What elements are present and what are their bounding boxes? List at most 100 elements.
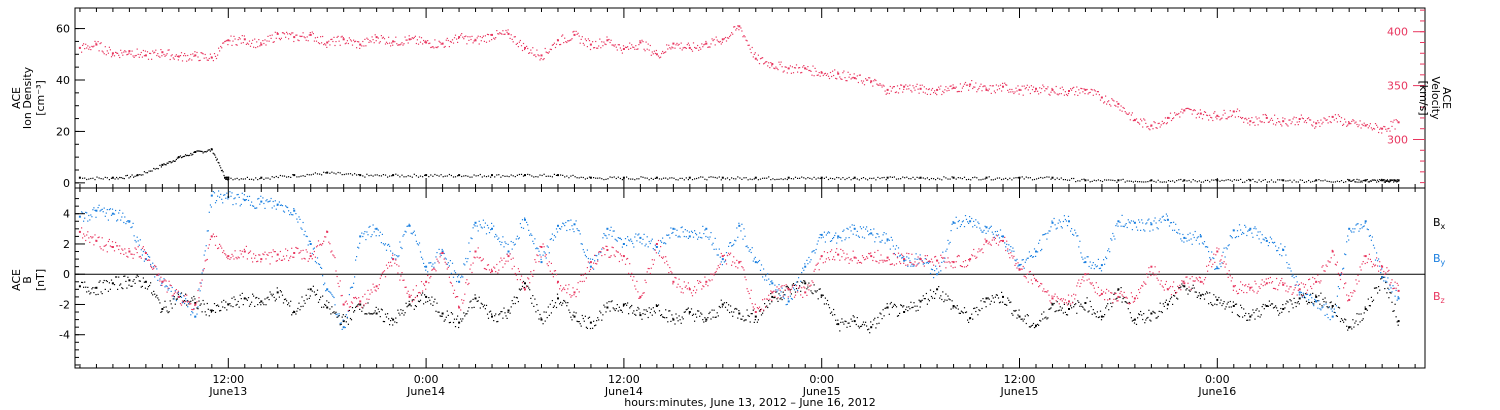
by-trace-dot — [124, 216, 126, 218]
bx-trace-dot — [510, 306, 512, 308]
bx-trace-dot — [853, 316, 855, 318]
bx-trace-dot — [465, 313, 467, 315]
bx-trace-dot — [900, 304, 902, 306]
by-trace-dot — [907, 265, 909, 267]
bz-trace-dot — [300, 250, 302, 252]
density-trace-dot — [1027, 177, 1029, 179]
bz-trace-dot — [246, 258, 248, 260]
density-trace-dot — [720, 179, 722, 181]
bx-trace-dot — [746, 309, 748, 311]
velocity-trace-dot — [436, 47, 438, 49]
by-trace-dot — [448, 265, 450, 267]
by-trace-dot — [856, 230, 858, 232]
density-trace-dot — [1397, 180, 1399, 183]
density-trace-dot — [768, 176, 770, 178]
by-trace-dot — [839, 236, 841, 238]
density-trace-dot — [200, 150, 202, 152]
bx-trace-dot — [1241, 307, 1243, 309]
bx-trace-dot — [476, 300, 478, 302]
density-trace-dot — [407, 175, 409, 177]
by-point — [491, 227, 493, 230]
velocity-trace-dot — [270, 37, 272, 39]
by-trace-dot — [444, 257, 446, 259]
bx-trace-dot — [431, 296, 433, 298]
bx-trace-dot — [588, 316, 591, 318]
by-trace-dot — [1281, 255, 1283, 257]
by-trace-dot — [1024, 261, 1026, 263]
bx-trace-dot — [417, 300, 420, 302]
velocity-trace-dot — [117, 52, 119, 54]
density-trace-dot — [867, 179, 869, 181]
velocity-trace-dot — [163, 53, 165, 56]
by-trace-dot — [812, 250, 814, 252]
bx-trace-dot — [292, 312, 294, 314]
by-trace-dot — [1132, 220, 1134, 222]
bz-trace-dot — [429, 277, 431, 279]
velocity-trace-dot — [1080, 87, 1082, 89]
bx-trace-dot — [274, 300, 276, 302]
velocity-trace-dot — [1185, 108, 1187, 110]
by-point — [210, 194, 213, 197]
velocity-trace-dot — [891, 87, 893, 89]
by-trace-dot — [1251, 232, 1253, 234]
bz-trace-dot — [378, 284, 380, 286]
bz-trace-dot — [373, 286, 375, 288]
by-trace-dot — [1347, 235, 1349, 237]
by-trace-dot — [630, 238, 632, 240]
bz-trace-dot — [309, 252, 311, 254]
by-trace-dot — [1073, 234, 1075, 236]
velocity-trace-dot — [1210, 116, 1212, 118]
velocity-trace-dot — [1363, 122, 1365, 124]
by-trace-dot — [135, 241, 137, 243]
density-trace-dot — [358, 174, 360, 176]
by-trace-dot — [1022, 259, 1024, 261]
velocity-trace-dot — [1027, 89, 1029, 91]
velocity-trace-dot — [478, 43, 480, 45]
bz-trace-dot — [329, 243, 331, 245]
velocity-trace-dot — [741, 30, 743, 32]
velocity-trace-dot — [458, 37, 460, 39]
bz-trace-dot — [184, 295, 186, 297]
bz-trace-dot — [144, 258, 146, 260]
velocity-trace-dot — [1105, 95, 1107, 97]
bx-trace-dot — [767, 306, 769, 309]
by-trace-dot — [243, 194, 245, 196]
by-trace-dot — [1103, 259, 1105, 261]
velocity-trace-dot — [1127, 113, 1129, 115]
bx-trace-dot — [229, 303, 231, 305]
bx-trace-dot — [839, 330, 841, 332]
bx-trace-dot — [265, 304, 267, 306]
velocity-trace-dot — [600, 47, 602, 49]
by-trace-dot — [502, 236, 504, 238]
bz-trace-dot — [444, 261, 446, 263]
density-trace-dot — [858, 179, 860, 181]
velocity-trace-dot — [909, 84, 911, 86]
density-trace-dot — [134, 175, 136, 177]
bx-trace-dot — [538, 318, 540, 320]
bx-trace-dot — [1276, 307, 1278, 309]
by-trace-dot — [160, 284, 162, 286]
bx-trace-dot — [197, 308, 199, 310]
bx-trace-dot — [84, 281, 86, 283]
bx-trace-dot — [509, 312, 511, 314]
by-trace-dot — [470, 237, 472, 239]
bx-trace-dot — [335, 311, 337, 313]
velocity-trace-dot — [379, 41, 381, 43]
by-trace-dot — [901, 257, 903, 259]
velocity-trace-dot — [1220, 118, 1222, 120]
by-trace-dot — [559, 227, 561, 230]
bz-trace-dot — [346, 303, 348, 305]
velocity-trace-dot — [1077, 94, 1079, 96]
velocity-trace-dot — [536, 49, 538, 51]
bx-trace-dot — [1330, 301, 1332, 303]
by-trace-dot — [356, 256, 358, 258]
velocity-trace-dot — [1324, 118, 1326, 120]
velocity-trace-dot — [817, 74, 819, 76]
bx-trace-dot — [256, 296, 258, 299]
density-trace-dot — [1089, 181, 1091, 183]
by-trace-dot — [985, 232, 987, 234]
bz-trace-dot — [381, 272, 383, 274]
bz-trace-dot — [138, 256, 140, 258]
by-trace-dot — [866, 226, 868, 228]
by-trace-dot — [639, 241, 641, 243]
